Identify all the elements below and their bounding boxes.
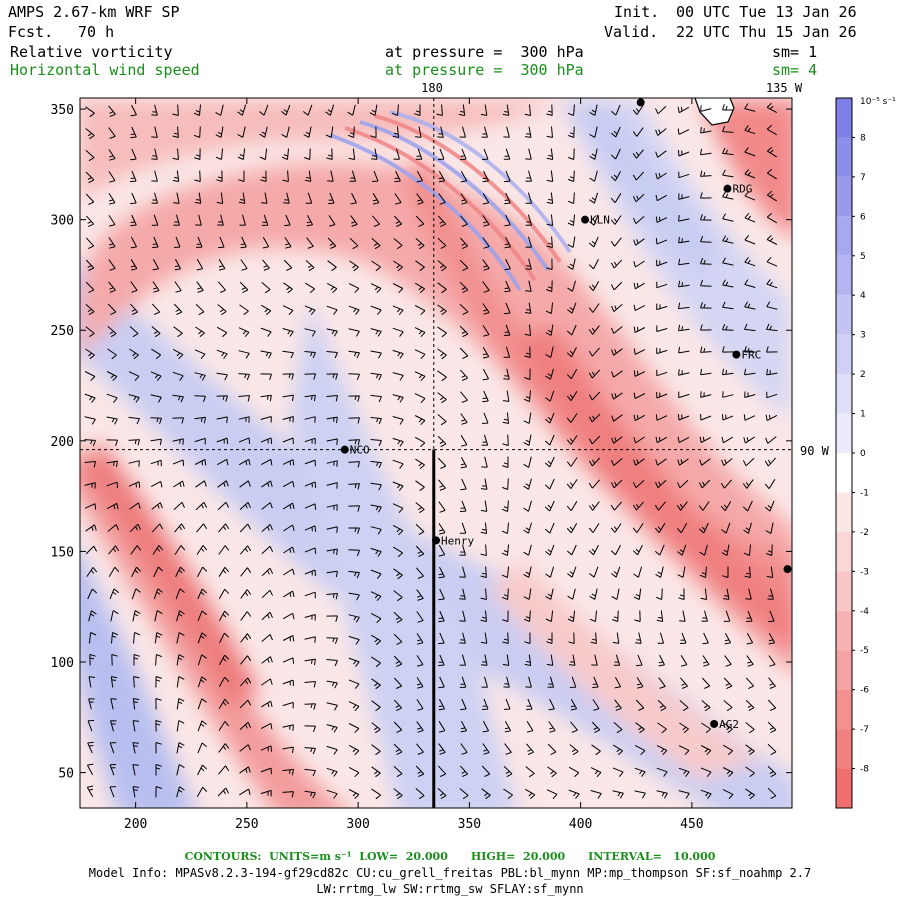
colorbar-swatch — [836, 255, 852, 296]
station-dot — [340, 445, 349, 454]
x-tick-label: 300 — [346, 817, 369, 832]
colorbar-tick-label: 6 — [860, 212, 866, 222]
forecast-hour: 70 h — [78, 23, 115, 41]
y-tick-label: 200 — [51, 435, 74, 450]
x-tick-label: 400 — [569, 817, 592, 832]
field2-name: Horizontal wind speed — [10, 61, 200, 79]
axis-ticks: 200 250 300 350 400 450 50 100 150 200 250 300 350 — [51, 98, 792, 832]
station-label: FRC — [741, 349, 761, 362]
wind-barbs — [84, 102, 778, 800]
station-label: NCO — [350, 444, 370, 457]
colorbar-tick-label: -2 — [860, 528, 869, 538]
x-tick-label: 450 — [680, 817, 703, 832]
colorbar-swatch — [836, 98, 852, 138]
colorbar-tick-label: -3 — [860, 567, 869, 577]
colorbar-swatch — [836, 689, 852, 730]
colorbar-tick-label: -5 — [860, 646, 869, 656]
colorbar-swatch — [836, 137, 852, 177]
station-markers: NCO Henry KLN RDG FRC AG2 — [340, 98, 792, 731]
station-dot — [432, 536, 440, 545]
colorbar-tick-label: -6 — [860, 686, 869, 696]
station-label: RDG — [732, 183, 752, 196]
colorbar: 8 7 6 5 4 3 2 1 0 -1 -2 -3 -4 -5 -6 -7 -8 — [835, 97, 869, 809]
valid-label: Valid. — [604, 23, 659, 41]
colorbar-swatch — [836, 650, 852, 690]
colorbar-swatch — [836, 531, 852, 572]
station-label: KLN — [590, 214, 610, 227]
station-dot — [723, 184, 732, 193]
colorbar-swatch — [836, 610, 852, 651]
colorbar-tick-label: 7 — [860, 173, 866, 183]
field2-level: at pressure = 300 hPa — [385, 61, 584, 79]
colorbar-swatch — [836, 492, 852, 532]
colorbar-tick-label: 8 — [860, 133, 866, 143]
station-dot — [636, 98, 645, 107]
model-title: AMPS 2.67-km WRF SP — [8, 3, 180, 21]
station-dot — [710, 719, 719, 728]
x-tick-label: 350 — [458, 817, 481, 832]
forecast-label: Fcst. — [8, 23, 54, 41]
valid-time: 22 UTC Thu 15 Jan 26 — [676, 23, 857, 41]
meridian-135w-label: 135 W — [766, 81, 803, 95]
vorticity-field — [80, 98, 792, 808]
field1-smoothing: sm= 1 — [772, 43, 818, 61]
y-tick-label: 50 — [58, 767, 74, 782]
colorbar-tick-label: -4 — [860, 607, 869, 617]
meridian-180-label: 180 — [421, 81, 443, 95]
colorbar-swatch — [836, 571, 852, 611]
station-dot — [732, 350, 741, 359]
colorbar-swatch — [836, 295, 852, 335]
colorbar-swatch — [836, 768, 852, 808]
y-tick-label: 100 — [51, 656, 74, 671]
y-tick-label: 300 — [51, 214, 74, 229]
init-label: Init. — [614, 3, 660, 21]
colorbar-swatch — [836, 453, 852, 493]
station-label: AG2 — [719, 718, 739, 731]
colorbar-swatch — [836, 216, 852, 256]
field1-name: Relative vorticity — [10, 43, 173, 61]
colorbar-tick-label: 4 — [860, 291, 866, 301]
field2-smoothing: sm= 4 — [772, 61, 818, 79]
colorbar-tick-label: 3 — [860, 331, 866, 341]
station-dot — [581, 215, 590, 224]
colorbar-tick-label: -1 — [860, 488, 869, 498]
colorbar-swatch — [836, 374, 852, 414]
colorbar-tick-label: 0 — [860, 449, 866, 459]
colorbar-swatch — [836, 334, 852, 375]
colorbar-swatch — [836, 176, 852, 217]
colorbar-tick-label: -7 — [860, 725, 869, 735]
x-tick-label: 200 — [124, 817, 147, 832]
colorbar-tick-label: 2 — [860, 370, 866, 380]
colorbar-unit: 10⁻⁵ s⁻¹ — [860, 97, 896, 107]
colorbar-tick-label: 1 — [860, 410, 866, 420]
station-dot — [783, 565, 792, 574]
model-info-line2: LW:rrtmg_lw SW:rrtmg_sw SFLAY:sf_mynn — [316, 882, 584, 896]
model-info-line1: Model Info: MPASv8.2.3-194-gf29cd82c CU:… — [88, 866, 812, 880]
init-time: 00 UTC Tue 13 Jan 26 — [676, 3, 857, 21]
contour-info: CONTOURS: UNITS=m s⁻¹ LOW= 20.000 HIGH= … — [184, 850, 716, 863]
meridian-90w-label: 90 W — [800, 444, 830, 458]
colorbar-tick-label: 5 — [860, 252, 866, 262]
station-label: Henry — [441, 534, 474, 547]
y-tick-label: 350 — [51, 103, 74, 118]
y-tick-label: 250 — [51, 324, 74, 339]
colorbar-tick-label: -8 — [860, 765, 869, 775]
colorbar-swatch — [836, 729, 852, 769]
field1-level: at pressure = 300 hPa — [385, 43, 584, 61]
y-tick-label: 150 — [51, 545, 74, 560]
colorbar-swatch — [836, 413, 852, 453]
x-tick-label: 250 — [235, 817, 258, 832]
